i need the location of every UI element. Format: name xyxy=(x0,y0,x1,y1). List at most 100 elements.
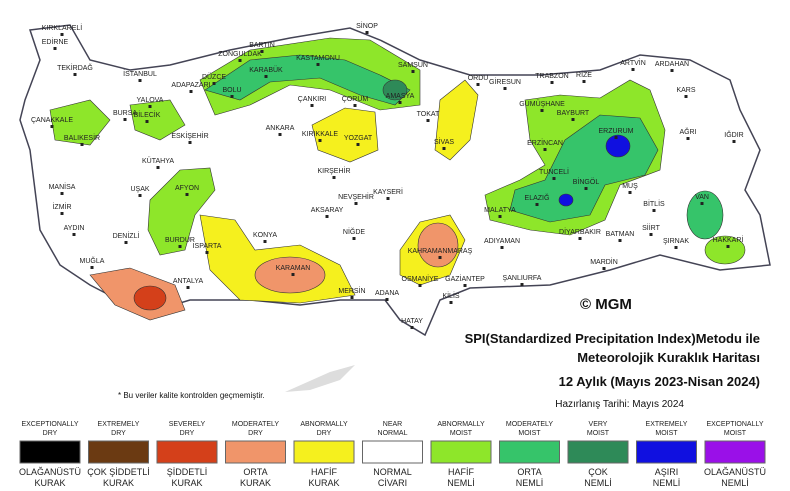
city-dot xyxy=(138,79,142,82)
cyprus xyxy=(285,365,355,392)
region-yozgat-dry xyxy=(311,107,379,163)
city-label: AMASYA xyxy=(386,93,415,100)
city-dot xyxy=(350,296,354,299)
city-dot xyxy=(649,233,653,236)
data-note: * Bu veriler kalite kontrolden geçmemişt… xyxy=(118,391,265,400)
city-label: ISPARTA xyxy=(193,243,222,250)
city-label: ADAPAZARI xyxy=(171,82,210,89)
city-dot xyxy=(188,141,192,144)
legend-swatch xyxy=(88,440,149,464)
legend-tr: KURAK xyxy=(240,478,271,488)
city-label: KIRŞEHİR xyxy=(317,166,350,175)
legend-en: NORMAL xyxy=(378,430,408,437)
city-dot xyxy=(50,125,54,128)
region-afyon-moist xyxy=(147,167,216,256)
city-label: KARAMAN xyxy=(276,265,311,272)
city-dot xyxy=(186,286,190,289)
city-label: BARTIN xyxy=(249,42,275,49)
city-label: BATMAN xyxy=(606,231,635,238)
city-dot xyxy=(476,83,480,86)
city-dot xyxy=(90,266,94,269)
map-title: 12 Aylık (Mayıs 2023-Nisan 2024) xyxy=(559,374,760,389)
region-erzurum-extreme xyxy=(605,134,631,158)
city-dot xyxy=(291,273,295,276)
city-dot xyxy=(212,82,216,85)
region-southwest-severe xyxy=(133,285,167,311)
city-label: DENİZLİ xyxy=(113,231,140,240)
city-dot xyxy=(631,68,635,71)
legend-tr: OLAĞANÜSTÜ xyxy=(704,467,766,477)
city-dot xyxy=(185,193,189,196)
legend-en: MODERATELY xyxy=(232,421,280,428)
city-label: MUĞLA xyxy=(80,256,105,265)
city-dot xyxy=(318,139,322,142)
legend-en: DRY xyxy=(43,430,58,437)
city-dot xyxy=(618,239,622,242)
city-dot xyxy=(552,177,556,180)
city-label: MARDİN xyxy=(590,257,618,266)
city-label: NEVŞEHİR xyxy=(338,192,374,201)
city-dot xyxy=(500,246,504,249)
city-dot xyxy=(449,301,453,304)
city-dot xyxy=(205,251,209,254)
city-label: TRABZON xyxy=(535,73,568,80)
city-dot xyxy=(189,90,193,93)
legend-tr: CİVARI xyxy=(378,478,407,488)
city-label: TEKİRDAĞ xyxy=(57,63,93,72)
city-label: HAKKARİ xyxy=(713,235,744,244)
legend-tr: KURAK xyxy=(34,478,65,488)
legend-tr: KURAK xyxy=(308,478,339,488)
map-shapes xyxy=(19,24,771,392)
city-dot xyxy=(230,95,234,98)
city-dot xyxy=(263,240,267,243)
city-dot xyxy=(503,87,507,90)
legend-tr: ORTA xyxy=(243,467,267,477)
region-van-moderate xyxy=(686,190,724,240)
city-dot xyxy=(260,50,264,53)
city-dot xyxy=(353,104,357,107)
city-label: MANİSA xyxy=(49,182,76,191)
city-label: SİVAS xyxy=(434,137,454,146)
legend-tr: KURAK xyxy=(103,478,134,488)
city-label: NİĞDE xyxy=(343,227,366,236)
city-dot xyxy=(332,176,336,179)
city-label: GAZİANTEP xyxy=(445,274,485,283)
legend-tr: NEMLİ xyxy=(721,478,749,488)
city-label: BALIKESİR xyxy=(64,133,100,142)
region-bilecik-moist xyxy=(129,99,186,141)
city-label: AKSARAY xyxy=(311,207,344,214)
city-label: KİLİS xyxy=(442,291,459,300)
map-title: SPI(Standardized Precipitation Index)Met… xyxy=(465,331,760,346)
city-label: ANTALYA xyxy=(173,278,204,285)
city-label: BURSA xyxy=(113,110,137,117)
legend-tr: ORTA xyxy=(517,467,541,477)
city-dot xyxy=(463,284,467,287)
legend-swatch xyxy=(19,440,81,464)
city-dot xyxy=(578,237,582,240)
city-dot xyxy=(674,246,678,249)
legend-tr: ÇOK xyxy=(588,467,608,477)
city-label: KASTAMONU xyxy=(296,55,340,62)
city-dot xyxy=(520,283,524,286)
legend-tr: HAFİF xyxy=(311,467,338,477)
legend-en: MOIST xyxy=(450,430,473,437)
legend-swatch xyxy=(704,440,766,464)
city-label: ÇANKIRI xyxy=(298,96,326,103)
city-dot xyxy=(156,166,160,169)
city-dot xyxy=(614,136,618,139)
city-label: YOZGAT xyxy=(344,135,373,142)
city-label: RİZE xyxy=(576,70,592,79)
city-dot xyxy=(726,245,730,248)
legend-en: MODERATELY xyxy=(506,421,554,428)
city-dot xyxy=(410,326,414,329)
city-label: ARTVİN xyxy=(620,58,646,67)
legend-en: EXCEPTIONALLY xyxy=(21,421,78,428)
city-label: OSMANİYE xyxy=(402,274,439,283)
city-dot xyxy=(238,59,242,62)
legend-swatch xyxy=(499,440,560,464)
city-dot xyxy=(686,137,690,140)
city-dot xyxy=(652,209,656,212)
city-dot xyxy=(73,73,77,76)
legend-tr: HAFİF xyxy=(448,467,475,477)
